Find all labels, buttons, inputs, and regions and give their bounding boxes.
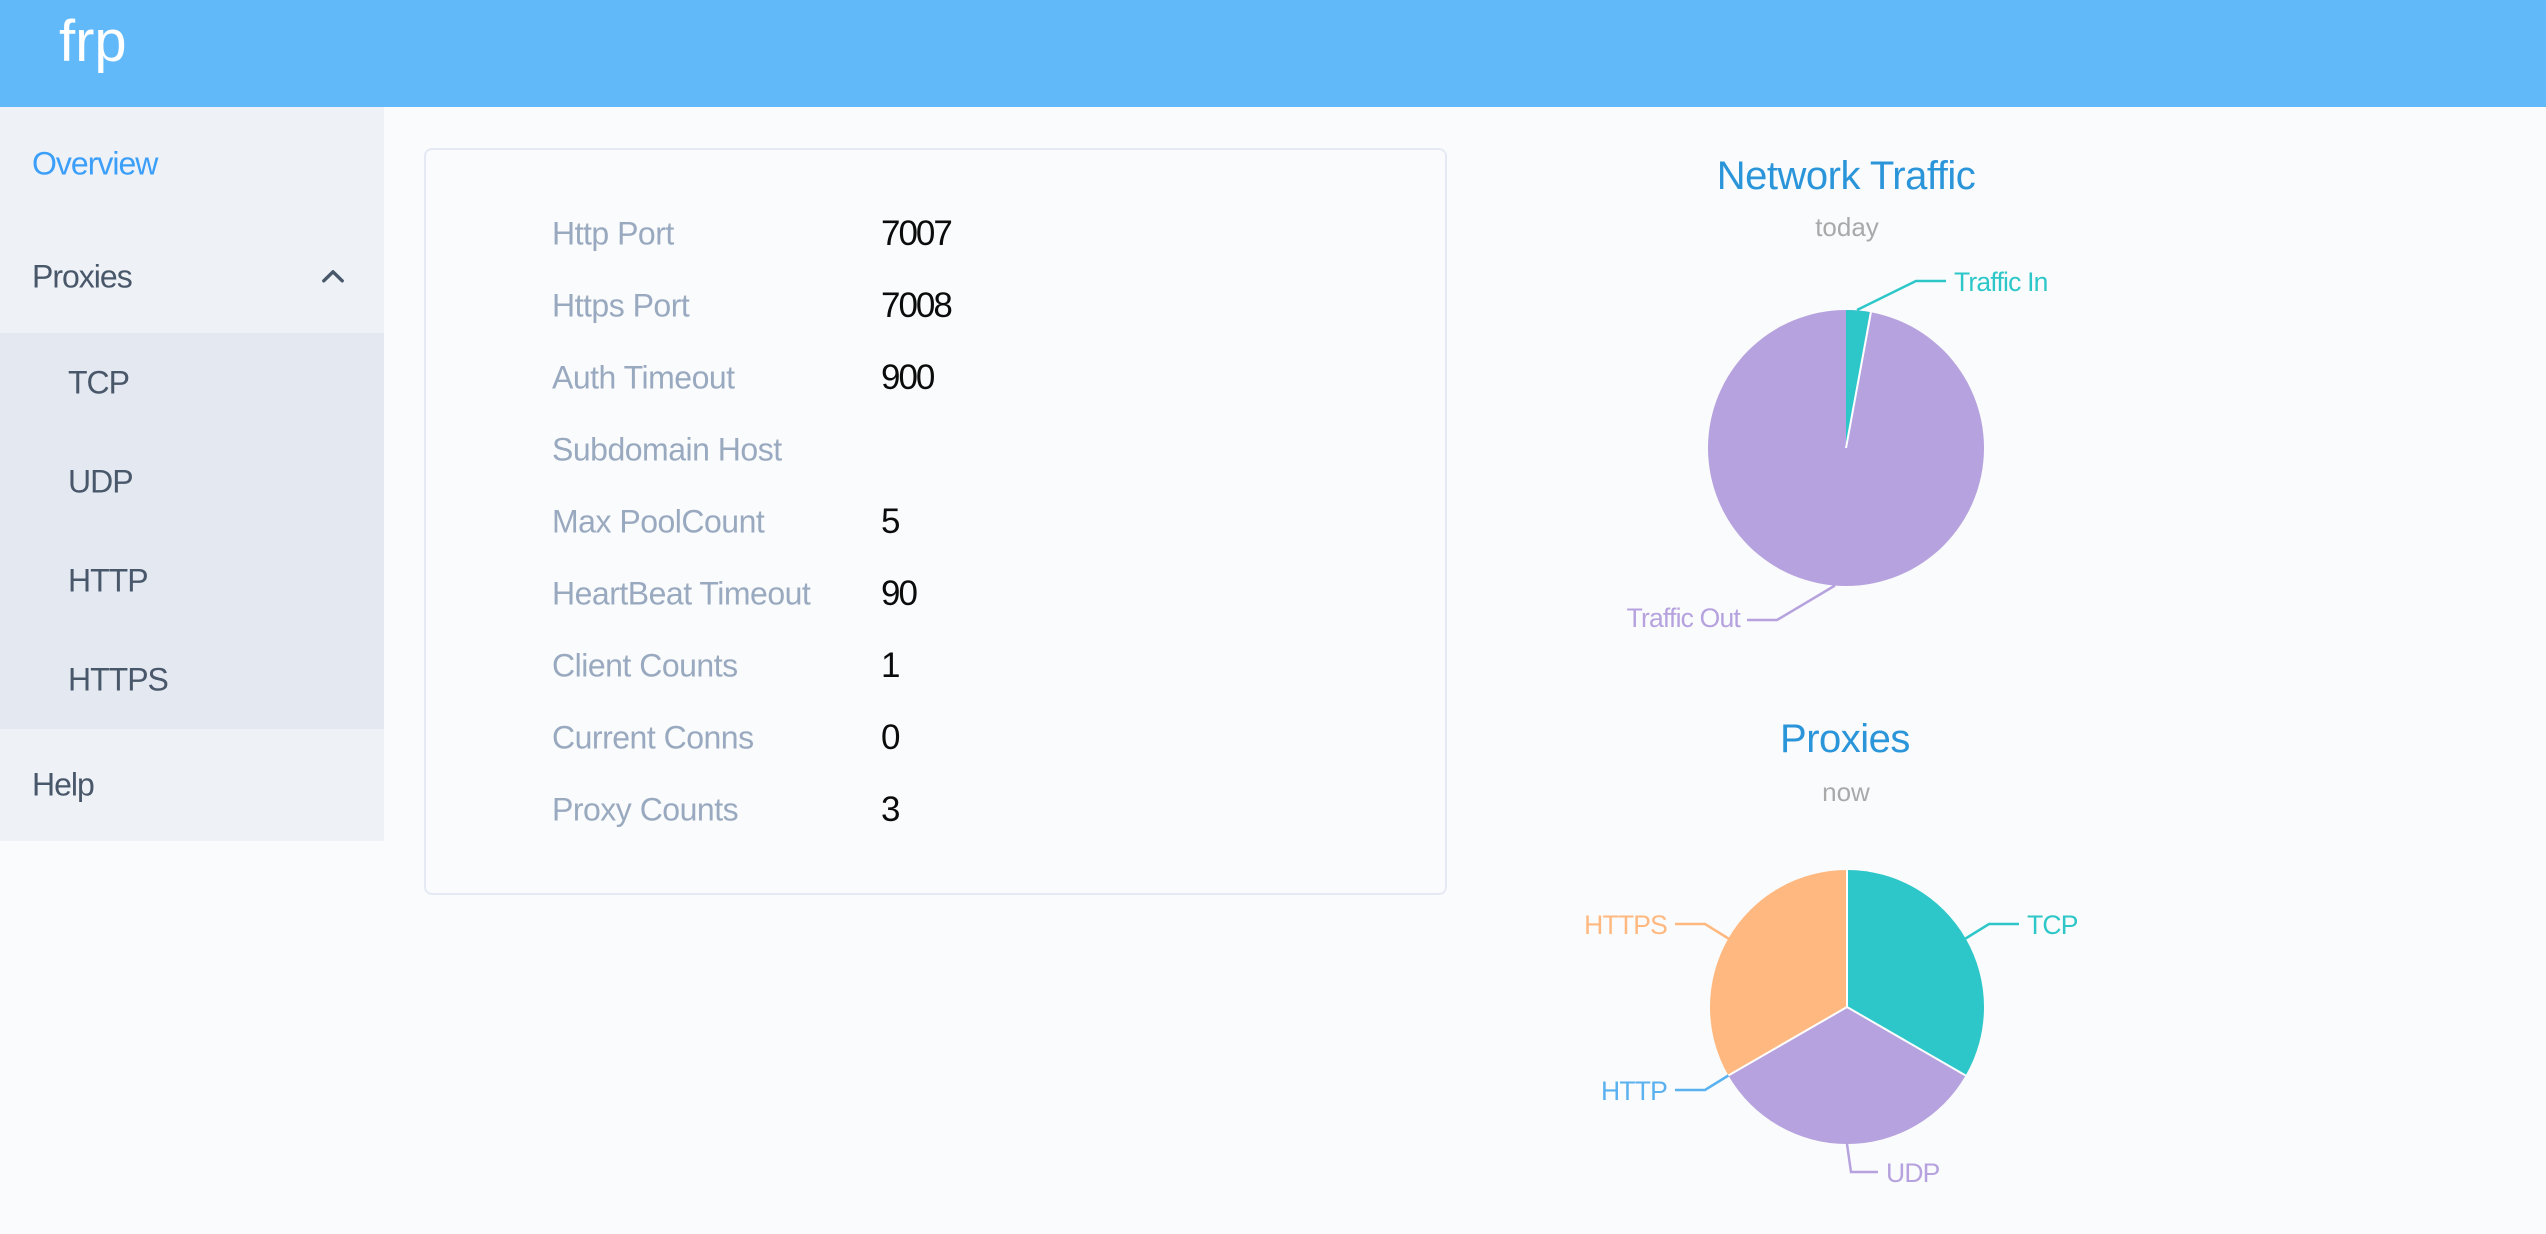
svg-text:TCP: TCP bbox=[2027, 910, 2078, 940]
svg-text:UDP: UDP bbox=[1886, 1158, 1940, 1188]
svg-text:Traffic In: Traffic In bbox=[1954, 267, 2048, 297]
svg-text:HTTP: HTTP bbox=[1601, 1076, 1667, 1106]
svg-text:now: now bbox=[1822, 777, 1870, 807]
svg-text:HTTPS: HTTPS bbox=[1584, 910, 1667, 940]
svg-text:Proxies: Proxies bbox=[1780, 717, 1910, 761]
svg-text:today: today bbox=[1815, 212, 1879, 242]
svg-text:Network Traffic: Network Traffic bbox=[1717, 154, 1976, 198]
svg-text:Traffic Out: Traffic Out bbox=[1627, 603, 1742, 633]
